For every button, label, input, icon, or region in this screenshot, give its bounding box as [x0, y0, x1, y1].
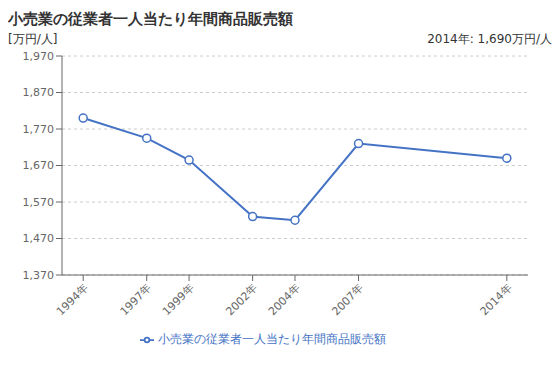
svg-text:1997年: 1997年 — [118, 281, 155, 318]
svg-text:1994年: 1994年 — [54, 281, 91, 318]
html-text:2014年: 1,690万円/人: 2014年: 1,690万円/人 — [427, 32, 552, 46]
svg-text:1999年: 1999年 — [160, 281, 197, 318]
svg-text:1,570: 1,570 — [23, 196, 55, 209]
svg-text:2007年: 2007年 — [329, 281, 366, 318]
svg-text:1,370: 1,370 — [23, 269, 55, 282]
svg-text:2002年: 2002年 — [224, 281, 261, 318]
svg-text:1,770: 1,770 — [23, 123, 55, 136]
html-text:小売業の従業者一人当たり年間商品販売額: 小売業の従業者一人当たり年間商品販売額 — [8, 10, 293, 28]
svg-text:1,870: 1,870 — [23, 86, 55, 99]
svg-text:1,670: 1,670 — [23, 159, 55, 172]
html-text:[万円/人]: [万円/人] — [8, 32, 58, 46]
html-text:小売業の従業者一人当たり年間商品販売額: 小売業の従業者一人当たり年間商品販売額 — [158, 332, 386, 346]
svg-text:2014年: 2014年 — [478, 281, 515, 318]
svg-text:1,970: 1,970 — [23, 50, 55, 63]
svg-text:1,470: 1,470 — [23, 232, 55, 245]
svg-text:2004年: 2004年 — [266, 281, 303, 318]
